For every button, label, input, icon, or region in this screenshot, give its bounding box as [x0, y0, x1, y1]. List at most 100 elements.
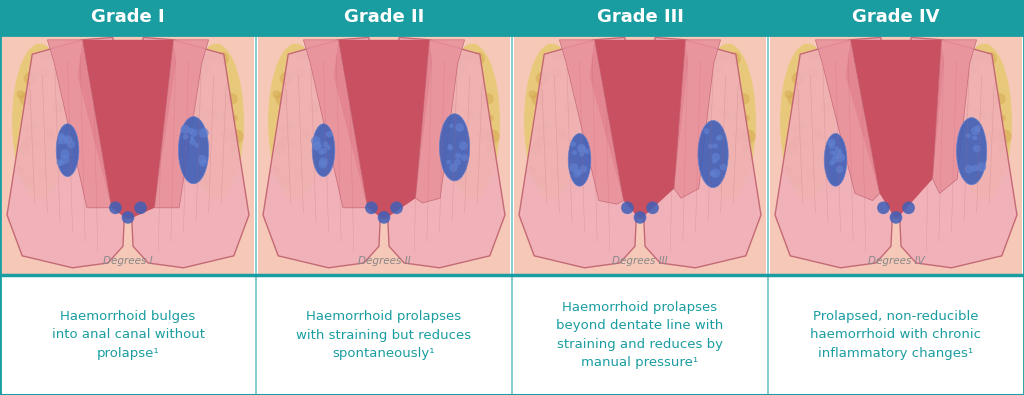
Circle shape [828, 139, 836, 146]
Circle shape [280, 124, 289, 134]
Ellipse shape [568, 134, 591, 186]
Circle shape [187, 128, 194, 134]
Circle shape [32, 139, 40, 148]
Circle shape [220, 129, 232, 141]
Circle shape [701, 111, 711, 120]
Circle shape [984, 52, 997, 65]
Circle shape [485, 144, 494, 152]
Circle shape [22, 135, 33, 147]
Circle shape [788, 141, 799, 150]
Circle shape [713, 143, 718, 149]
Circle shape [786, 145, 797, 155]
Circle shape [209, 109, 218, 118]
Polygon shape [263, 38, 382, 268]
Circle shape [711, 138, 723, 150]
Circle shape [278, 135, 289, 147]
Circle shape [459, 66, 466, 73]
Circle shape [806, 168, 817, 180]
Circle shape [311, 136, 321, 146]
Circle shape [455, 153, 461, 159]
Circle shape [38, 168, 49, 180]
Circle shape [231, 115, 238, 122]
Circle shape [24, 72, 37, 85]
Circle shape [199, 173, 212, 186]
Circle shape [58, 133, 65, 140]
Circle shape [578, 144, 586, 152]
Circle shape [739, 93, 750, 104]
Circle shape [646, 201, 658, 214]
Circle shape [42, 52, 50, 60]
Circle shape [288, 139, 296, 148]
Circle shape [450, 164, 458, 172]
Circle shape [456, 130, 464, 138]
Circle shape [554, 52, 562, 60]
Circle shape [134, 201, 146, 214]
Polygon shape [386, 38, 505, 268]
Circle shape [732, 113, 738, 119]
Circle shape [19, 92, 33, 106]
Circle shape [836, 166, 844, 173]
Circle shape [720, 164, 727, 171]
Circle shape [829, 160, 835, 166]
Circle shape [274, 145, 285, 155]
Circle shape [550, 168, 561, 180]
Circle shape [723, 96, 729, 102]
Circle shape [110, 201, 122, 214]
Circle shape [966, 133, 971, 138]
Circle shape [557, 127, 566, 136]
Circle shape [703, 70, 716, 83]
Polygon shape [846, 40, 944, 220]
Circle shape [800, 139, 808, 148]
Circle shape [837, 149, 842, 154]
Circle shape [280, 175, 291, 187]
Circle shape [445, 111, 455, 120]
Circle shape [308, 102, 319, 114]
Circle shape [790, 135, 801, 147]
Circle shape [199, 128, 209, 138]
Circle shape [60, 155, 70, 164]
Circle shape [988, 113, 994, 119]
Text: Haemorrhoid bulges
into anal canal without
prolapse¹: Haemorrhoid bulges into anal canal witho… [51, 310, 205, 360]
Circle shape [718, 51, 730, 62]
Polygon shape [898, 38, 1017, 268]
Bar [0, 275, 1024, 395]
Polygon shape [674, 40, 721, 198]
Circle shape [450, 124, 454, 128]
Circle shape [977, 162, 986, 172]
Circle shape [452, 103, 459, 111]
Circle shape [792, 175, 803, 187]
Circle shape [997, 144, 1006, 152]
Ellipse shape [524, 43, 580, 199]
Circle shape [569, 163, 579, 172]
Circle shape [967, 138, 979, 150]
Circle shape [326, 145, 331, 150]
Circle shape [743, 115, 750, 122]
Circle shape [710, 57, 719, 66]
Text: Degrees II: Degrees II [357, 256, 411, 265]
Circle shape [211, 96, 217, 102]
Circle shape [390, 201, 402, 214]
Circle shape [536, 72, 549, 85]
Circle shape [293, 66, 305, 79]
Polygon shape [590, 40, 688, 220]
Circle shape [902, 201, 914, 214]
Circle shape [203, 66, 210, 73]
Circle shape [483, 93, 494, 104]
Circle shape [326, 131, 333, 137]
Circle shape [810, 52, 818, 60]
Ellipse shape [780, 43, 836, 199]
Circle shape [198, 57, 207, 66]
Circle shape [529, 166, 538, 175]
Circle shape [30, 122, 37, 130]
Circle shape [462, 51, 474, 62]
Circle shape [534, 135, 545, 147]
Ellipse shape [698, 120, 728, 188]
Ellipse shape [700, 43, 756, 199]
Circle shape [227, 93, 238, 104]
Circle shape [716, 136, 720, 140]
Polygon shape [155, 40, 209, 208]
Circle shape [45, 129, 56, 140]
Circle shape [37, 66, 49, 79]
Bar [0, 0, 1024, 35]
Circle shape [742, 130, 756, 143]
